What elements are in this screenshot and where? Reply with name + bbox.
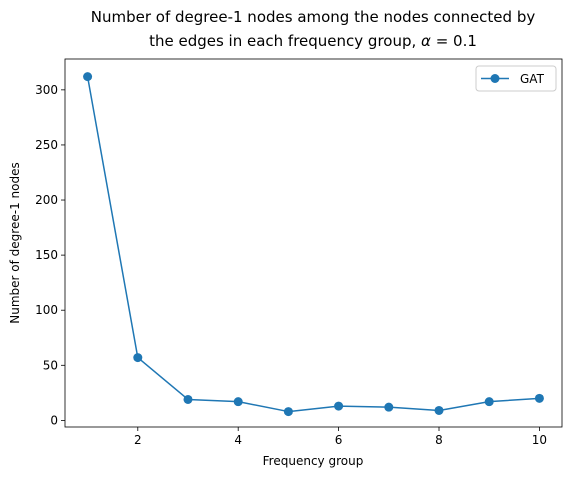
- y-tick-label: 50: [43, 358, 58, 372]
- series-line-group: [86, 76, 540, 413]
- data-point: [83, 72, 93, 82]
- y-tick-label: 200: [35, 193, 58, 207]
- y-tick-label: 150: [35, 248, 58, 262]
- y-tick-label: 300: [35, 83, 58, 97]
- data-point: [133, 353, 143, 363]
- data-point: [384, 402, 394, 412]
- series-markers: [83, 72, 544, 417]
- chart-title-line2: the edges in each frequency group, α = 0…: [149, 32, 477, 50]
- chart-title: Number of degree-1 nodes among the nodes…: [91, 8, 536, 26]
- x-axis-label: Frequency group: [263, 454, 364, 468]
- legend-box: [475, 65, 557, 92]
- y-tick-label: 250: [35, 138, 58, 152]
- data-point: [434, 405, 444, 415]
- x-tick-label: 6: [335, 433, 343, 447]
- x-tick-label: 2: [134, 433, 142, 447]
- legend-label: GAT: [520, 72, 545, 86]
- data-point: [233, 397, 243, 407]
- x-tick-label: 4: [234, 433, 242, 447]
- y-tick-label: 0: [50, 413, 58, 427]
- data-point: [283, 407, 293, 417]
- legend: GAT: [475, 65, 557, 92]
- x-tick-label: 10: [532, 433, 547, 447]
- x-tick-label: 8: [435, 433, 443, 447]
- title-prefix: the edges in each frequency group,: [149, 32, 421, 50]
- data-point: [484, 397, 494, 407]
- title-suffix: = 0.1: [431, 32, 477, 50]
- data-point: [183, 394, 193, 404]
- y-axis-ticks: 0 50 100 150 200 250 300: [35, 83, 65, 427]
- title-alpha: α: [421, 32, 431, 50]
- y-tick-label: 100: [35, 303, 58, 317]
- data-point: [534, 393, 544, 403]
- data-point: [334, 401, 344, 411]
- legend-marker: [490, 74, 500, 83]
- x-axis-ticks: 2 4 6 8 10: [134, 427, 547, 447]
- series-line: [86, 76, 540, 413]
- plot-frame: [64, 58, 563, 428]
- y-axis-label: Number of degree-1 nodes: [8, 162, 22, 323]
